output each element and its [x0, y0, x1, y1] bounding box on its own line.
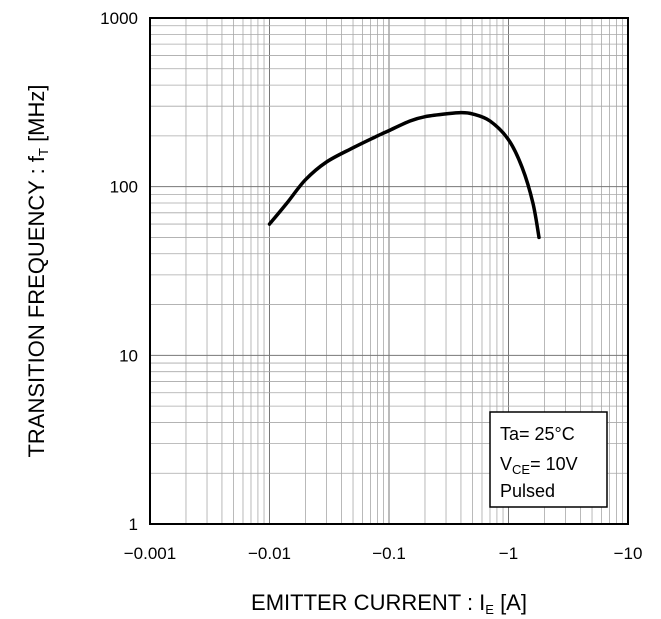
legend-line-temperature: Ta= 25°C	[500, 424, 575, 444]
legend-line-pulsed: Pulsed	[500, 481, 555, 501]
series-line	[267, 110, 541, 240]
legend-frame	[489, 411, 608, 508]
legend-line-vce: VCE= 10V	[500, 454, 578, 477]
y-axis-title-main: TRANSITION FREQUENCY : f	[24, 155, 49, 457]
series-group	[267, 110, 541, 240]
y-tick-label: 100	[110, 178, 138, 197]
x-tick-label: −0.001	[124, 544, 176, 563]
y-tick-label: 10	[119, 346, 138, 365]
legend-vce-sub: CE	[512, 462, 530, 477]
x-tick-label: −1	[499, 544, 518, 563]
x-axis-title-sub: E	[485, 602, 494, 617]
y-tick-label: 1	[129, 515, 138, 534]
x-tick-label: −0.1	[372, 544, 406, 563]
y-axis-title: TRANSITION FREQUENCY : fT [MHz]	[24, 84, 51, 457]
plot-frame	[149, 17, 629, 525]
x-axis-title-main: EMITTER CURRENT : I	[251, 590, 485, 615]
x-axis-title-unit: [A]	[494, 590, 527, 615]
legend-vce-main: V	[500, 454, 512, 474]
legend-vce-rest: = 10V	[530, 454, 578, 474]
y-tick-label: 1000	[100, 9, 138, 28]
legend-box: Ta= 25°C VCE= 10V Pulsed	[489, 411, 608, 508]
y-axis-title-sub: T	[36, 148, 51, 156]
x-tick-labels: −0.001 −0.01 −0.1 −1 −10	[124, 544, 643, 563]
y-tick-labels: 1 10 100 1000	[100, 9, 138, 534]
x-tick-label: −0.01	[248, 544, 291, 563]
x-axis-title: EMITTER CURRENT : IE [A]	[251, 590, 527, 617]
y-axis-title-unit: [MHz]	[24, 84, 49, 148]
x-tick-label: −10	[614, 544, 643, 563]
